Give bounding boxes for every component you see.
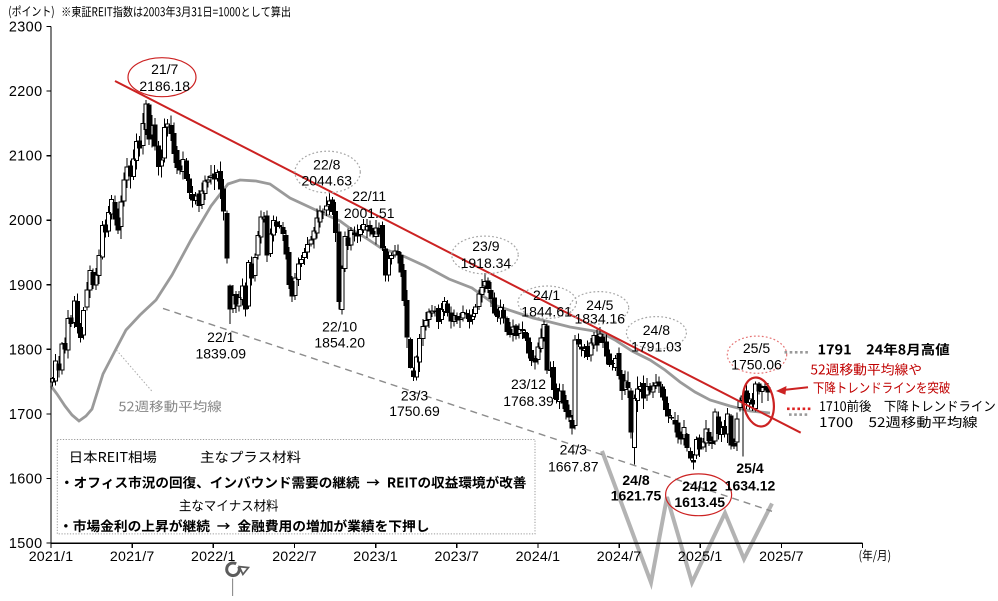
svg-text:1768.39: 1768.39	[503, 393, 554, 409]
svg-text:2024/7: 2024/7	[597, 549, 642, 565]
svg-text:2021/1: 2021/1	[29, 549, 74, 565]
svg-text:1600: 1600	[9, 472, 43, 488]
svg-text:22/10: 22/10	[322, 319, 357, 335]
svg-text:2100: 2100	[9, 149, 43, 165]
svg-text:2200: 2200	[9, 84, 43, 100]
svg-text:2022/1: 2022/1	[191, 549, 236, 565]
svg-text:22/11: 22/11	[352, 188, 386, 204]
svg-text:22/8: 22/8	[313, 156, 340, 172]
svg-text:1844.61: 1844.61	[521, 303, 572, 319]
svg-text:2000: 2000	[9, 213, 43, 229]
svg-text:1613.45: 1613.45	[674, 494, 725, 510]
svg-text:24/3: 24/3	[560, 442, 587, 458]
svg-text:24/1: 24/1	[533, 287, 560, 303]
svg-text:1800: 1800	[9, 342, 43, 358]
svg-text:2025/7: 2025/7	[759, 549, 804, 565]
svg-text:22/1: 22/1	[207, 329, 234, 345]
svg-text:24/5: 24/5	[586, 297, 613, 313]
svg-text:1667.87: 1667.87	[548, 459, 599, 475]
svg-text:1750.06: 1750.06	[731, 356, 782, 372]
svg-text:1634.12: 1634.12	[725, 477, 776, 493]
svg-text:2022/7: 2022/7	[272, 549, 317, 565]
svg-text:1900: 1900	[9, 278, 43, 294]
svg-text:23/3: 23/3	[401, 387, 428, 403]
svg-text:1621.75: 1621.75	[611, 488, 662, 504]
svg-text:23/12: 23/12	[511, 376, 546, 392]
svg-text:1500: 1500	[9, 536, 43, 552]
svg-text:2044.63: 2044.63	[301, 173, 352, 189]
svg-text:2023/7: 2023/7	[434, 549, 479, 565]
svg-text:24/12: 24/12	[682, 478, 717, 494]
svg-text:2300: 2300	[9, 20, 43, 36]
svg-text:2025/1: 2025/1	[678, 549, 723, 565]
svg-text:25/5: 25/5	[743, 340, 770, 356]
svg-text:1700: 1700	[9, 407, 43, 423]
svg-text:23/9: 23/9	[472, 238, 499, 254]
svg-text:25/4: 25/4	[736, 460, 763, 476]
svg-text:2024/1: 2024/1	[516, 549, 561, 565]
svg-text:24/8: 24/8	[622, 472, 649, 488]
svg-text:1791.03: 1791.03	[631, 338, 682, 354]
svg-text:2021/7: 2021/7	[110, 549, 155, 565]
svg-text:2186.18: 2186.18	[139, 78, 190, 94]
svg-text:1918.34: 1918.34	[461, 255, 512, 271]
svg-text:24/8: 24/8	[643, 322, 670, 338]
svg-text:21/7: 21/7	[151, 61, 178, 77]
svg-text:2001.51: 2001.51	[344, 205, 395, 221]
svg-text:1834.16: 1834.16	[574, 311, 625, 327]
svg-text:1750.69: 1750.69	[389, 403, 440, 419]
svg-text:2023/1: 2023/1	[353, 549, 398, 565]
svg-text:1839.09: 1839.09	[195, 346, 246, 362]
svg-text:1854.20: 1854.20	[314, 335, 365, 351]
